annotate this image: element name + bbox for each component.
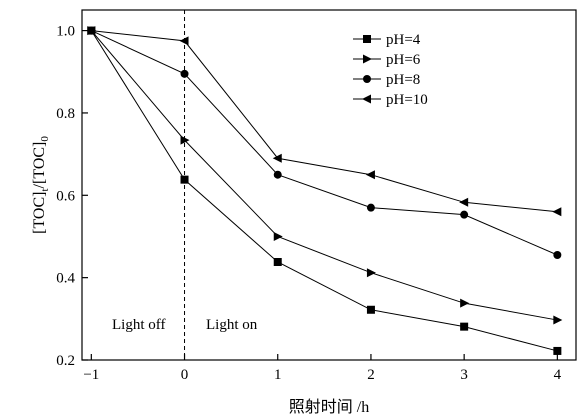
legend-label: pH=4 [386, 32, 421, 48]
legend-label: pH=6 [386, 52, 421, 68]
data-point [553, 251, 562, 259]
data-point [272, 153, 282, 163]
legend-item: pH=6 [353, 52, 421, 68]
legend-marker [363, 75, 371, 83]
data-point [273, 170, 282, 179]
series-line [90, 30, 558, 352]
x-tick-label: 3 [460, 367, 468, 383]
data-point [366, 203, 375, 212]
series-pH=8 [87, 26, 562, 259]
legend-marker [363, 35, 371, 43]
legend-item: pH=4 [353, 32, 421, 48]
annotation-light-on: Light on [206, 317, 258, 333]
axes: −1 0 1 2 3 4 0.2 0.4 0.6 0.8 1.0 [56, 24, 561, 383]
y-tick-label: 0.2 [56, 353, 75, 369]
series-group [86, 26, 563, 355]
data-point [459, 197, 469, 207]
x-tick-label: 4 [554, 367, 562, 383]
data-point [180, 69, 189, 78]
x-tick-label: 1 [274, 367, 282, 383]
x-axis-title: 照射时间 /h [289, 398, 369, 416]
legend-marker [363, 54, 372, 64]
data-point [273, 231, 283, 241]
data-point [552, 207, 562, 217]
y-tick-label: 0.8 [56, 106, 75, 122]
data-point [273, 258, 282, 266]
annotation-light-off: Light off [112, 317, 165, 333]
y-tick-label: 0.6 [56, 188, 75, 204]
legend-item: pH=8 [353, 72, 420, 88]
data-point [180, 135, 190, 145]
y-title-sub-0: 0 [39, 136, 51, 142]
x-tick-label: 0 [181, 367, 189, 383]
data-point [553, 315, 563, 325]
legend-marker [362, 94, 371, 104]
x-tick-label: 2 [367, 367, 375, 383]
series-pH=6 [87, 26, 563, 325]
series-line [91, 30, 558, 213]
data-point [460, 298, 470, 308]
data-point [179, 36, 189, 46]
y-tick-label: 1.0 [56, 24, 75, 40]
plot-area-border [81, 9, 577, 361]
y-axis-title: [TOC]t/[TOC]0 [31, 136, 51, 234]
data-point [180, 175, 189, 184]
series-line [90, 30, 558, 321]
data-point [366, 268, 376, 278]
legend-label: pH=10 [386, 92, 428, 108]
data-point [553, 346, 562, 355]
legend-item: pH=10 [353, 92, 428, 108]
x-tick-label: −1 [83, 367, 99, 383]
data-point [86, 26, 96, 36]
data-point [366, 305, 375, 314]
series-pH=10 [86, 26, 562, 217]
y-title-sub-t: t [39, 188, 51, 191]
series-line [91, 30, 558, 256]
y-title-main: [TOC] [31, 192, 48, 234]
y-title-mid: /[TOC] [31, 142, 48, 189]
data-point [460, 322, 469, 331]
data-point [460, 210, 469, 219]
legend: pH=4 pH=6 pH=8 pH=10 [353, 32, 428, 108]
y-tick-label: 0.4 [56, 271, 75, 287]
legend-label: pH=8 [386, 72, 420, 88]
plot-frame [81, 9, 577, 361]
data-point [365, 170, 375, 180]
